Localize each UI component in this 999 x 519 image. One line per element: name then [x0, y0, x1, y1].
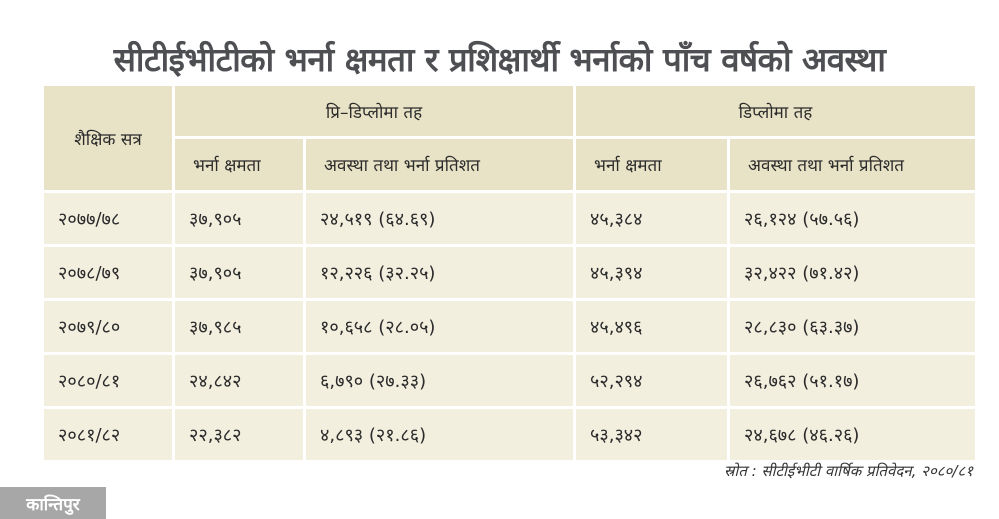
cell-dip-status: २६,७६२ (५१.१७): [730, 355, 975, 406]
cell-pre-capacity: ३७,९०५: [175, 247, 303, 298]
cell-pre-capacity: २२,३८२: [175, 409, 303, 460]
source-note: स्रोत : सीटीईभीटी वार्षिक प्रतिवेदन, २०८…: [724, 462, 973, 480]
cell-pre-status: १२,२२६ (३२.२५): [306, 247, 573, 298]
header-diploma: डिप्लोमा तह: [576, 86, 975, 136]
header-session: शैक्षिक सत्र: [44, 86, 172, 190]
cell-session: २०७९/८०: [44, 301, 172, 352]
table-row: २०७८/७९ ३७,९०५ १२,२२६ (३२.२५) ४५,३९४ ३२,…: [44, 247, 975, 298]
cell-session: २०८१/८२: [44, 409, 172, 460]
cell-dip-status: ३२,४२२ (७१.४२): [730, 247, 975, 298]
cell-pre-status: ६,७९० (२७.३३): [306, 355, 573, 406]
cell-dip-capacity: ४५,३८४: [576, 193, 727, 244]
header-dip-capacity: भर्ना क्षमता: [576, 139, 727, 190]
cell-dip-status: २८,८३० (६३.३७): [730, 301, 975, 352]
cell-dip-capacity: ४५,४९६: [576, 301, 727, 352]
cell-dip-status: २४,६७८ (४६.२६): [730, 409, 975, 460]
cell-session: २०८०/८१: [44, 355, 172, 406]
cell-dip-capacity: ५३,३४२: [576, 409, 727, 460]
cell-dip-status: २६,१२४ (५७.५६): [730, 193, 975, 244]
cell-dip-capacity: ५२,२९४: [576, 355, 727, 406]
table-row: २०७९/८० ३७,९८५ १०,६५८ (२८.०५) ४५,४९६ २८,…: [44, 301, 975, 352]
cell-dip-capacity: ४५,३९४: [576, 247, 727, 298]
header-pre-diploma: प्रि–डिप्लोमा तह: [175, 86, 573, 136]
header-dip-status: अवस्था तथा भर्ना प्रतिशत: [730, 139, 975, 190]
cell-session: २०७८/७९: [44, 247, 172, 298]
table-row: २०८१/८२ २२,३८२ ४,८९३ (२१.८६) ५३,३४२ २४,६…: [44, 409, 975, 460]
header-pre-capacity: भर्ना क्षमता: [175, 139, 303, 190]
cell-pre-status: १०,६५८ (२८.०५): [306, 301, 573, 352]
cell-pre-status: ४,८९३ (२१.८६): [306, 409, 573, 460]
kantipur-logo: कान्तिपुर: [0, 487, 106, 519]
cell-pre-capacity: ३७,९८५: [175, 301, 303, 352]
page-title: सीटीईभीटीको भर्ना क्षमता र प्रशिक्षार्थी…: [113, 40, 886, 79]
enrollment-table: शैक्षिक सत्र प्रि–डिप्लोमा तह डिप्लोमा त…: [41, 83, 978, 463]
cell-pre-capacity: ३७,९०५: [175, 193, 303, 244]
cell-session: २०७७/७८: [44, 193, 172, 244]
header-pre-status: अवस्था तथा भर्ना प्रतिशत: [306, 139, 573, 190]
cell-pre-status: २४,५१९ (६४.६९): [306, 193, 573, 244]
cell-pre-capacity: २४,८४२: [175, 355, 303, 406]
table-row: २०८०/८१ २४,८४२ ६,७९० (२७.३३) ५२,२९४ २६,७…: [44, 355, 975, 406]
table-row: २०७७/७८ ३७,९०५ २४,५१९ (६४.६९) ४५,३८४ २६,…: [44, 193, 975, 244]
